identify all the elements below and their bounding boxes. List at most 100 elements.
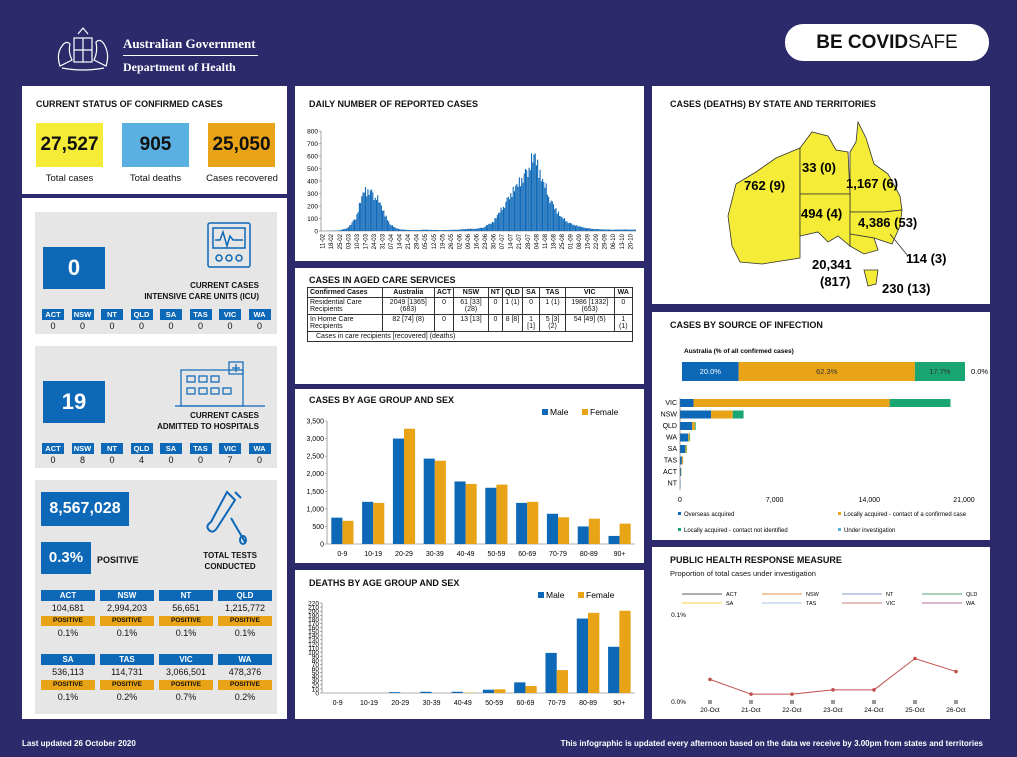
gov-line2: Department of Health [123, 60, 236, 74]
daily-y-tick: 0 [314, 229, 318, 236]
daily-bar [594, 228, 596, 231]
daily-x-tick: 14-04 [398, 233, 404, 249]
daily-bar [341, 229, 343, 231]
daily-bar [617, 229, 619, 231]
daily-bar [528, 167, 530, 231]
source-x-tick: 0 [678, 497, 682, 504]
daily-bar [373, 200, 375, 231]
daily-bar [628, 229, 630, 231]
source-bar [694, 422, 696, 430]
aged-cell: 5 [3] (2) [539, 314, 566, 332]
daily-bar [474, 229, 476, 231]
aged-cell: 0 [433, 297, 455, 315]
daily-bar [355, 219, 357, 231]
daily-bar [380, 205, 382, 231]
aged-header-cell: SA [521, 287, 541, 298]
phrm-point [872, 688, 876, 692]
daily-bar [570, 222, 572, 231]
aged-header-cell: QLD [502, 287, 523, 298]
tests-count-vic: 3,066,501 [165, 667, 207, 677]
phrm-x-tick: 22-Oct [782, 707, 802, 714]
daily-bar [386, 220, 389, 231]
daily-bar [446, 229, 448, 231]
daily-bar [465, 228, 467, 231]
daily-bar [603, 229, 605, 231]
bar-male [388, 692, 401, 693]
phrm-legend-label: TAS [806, 601, 817, 607]
map-wa [727, 147, 801, 265]
test-tube-icon [206, 490, 247, 545]
x-tick: 0-9 [333, 700, 343, 707]
bar-male [454, 481, 466, 544]
source-bar [711, 410, 733, 419]
daily-bar [435, 230, 437, 231]
daily-bar [478, 228, 480, 231]
aus-pct-label: 0.0% [971, 367, 988, 376]
y-tick: 1,000 [306, 506, 324, 513]
daily-y-tick: 600 [307, 154, 318, 161]
aged-header-cell: ACT [433, 287, 455, 298]
daily-x-tick: 29-09 [603, 233, 609, 249]
x-tick: 80-89 [579, 700, 597, 707]
daily-bar [526, 170, 528, 231]
source-legend-swatch [838, 528, 841, 531]
hospital-card: 19 CURRENT CASES ADMITTED TO HOSPITALS AC… [35, 346, 277, 468]
x-tick: 70-79 [549, 551, 567, 558]
australia-map: 762 (9) 33 (0) 1,167 (6) 494 (4) 4,386 (… [727, 120, 946, 296]
icu-state-vic: VIC [219, 309, 241, 320]
daily-bar [572, 225, 574, 231]
bar-male [516, 502, 528, 544]
source-bar [680, 433, 689, 442]
tests-state-sa: SA [41, 654, 95, 665]
daily-bar [518, 177, 520, 231]
daily-bar [577, 226, 579, 231]
daily-bar [517, 186, 519, 231]
daily-bar [612, 229, 614, 231]
source-y-tick: WA [666, 435, 677, 442]
phrm-panel: PUBLIC HEALTH RESPONSE MEASURE Proportio… [652, 547, 990, 719]
phrm-zero-point [872, 700, 876, 704]
daily-bar [520, 186, 522, 231]
daily-x-tick: 28-07 [526, 233, 532, 249]
daily-bar [532, 162, 534, 231]
phrm-chart: 0.1% 0.0% 20-Oct 21-Oct 22-Oct 23-Oct 24-Oct 25… [671, 592, 977, 714]
daily-bar [487, 225, 489, 231]
hospital-state-qld: QLD [130, 443, 153, 454]
aged-cell: 0 [521, 297, 541, 315]
daily-x-tick: 18-08 [551, 233, 557, 249]
tests-state-vic: VIC [159, 654, 213, 665]
daily-bar [499, 212, 501, 231]
aged-header-cell: Australia [381, 287, 435, 298]
daily-bar [596, 229, 599, 231]
daily-bar [476, 228, 478, 231]
bar-female [373, 502, 385, 544]
source-x-tick: 7,000 [766, 497, 784, 504]
aged-cell: 1 (1) [613, 314, 634, 332]
daily-x-tick: 10-03 [355, 233, 361, 249]
y-tick: 90 [312, 654, 320, 661]
daily-x-tick: 17-03 [363, 233, 369, 249]
y-tick: 20 [312, 682, 320, 689]
aged-cell: 13 [13] [453, 314, 489, 332]
y-tick: 10 [312, 686, 320, 693]
daily-bar [504, 207, 506, 231]
y-tick: 3,500 [306, 419, 324, 426]
daily-bar [396, 228, 398, 231]
y-tick: 160 [308, 625, 319, 632]
daily-bar [578, 226, 580, 231]
age-cases-panel: CASES BY AGE GROUP AND SEX 0 500 1,000 1,50… [295, 389, 644, 563]
daily-bar [567, 223, 569, 231]
daily-bar [521, 177, 523, 231]
daily-bar [379, 202, 381, 231]
x-tick: 50-59 [485, 700, 503, 707]
bar-male [423, 458, 435, 544]
aged-header-cell: NT [487, 287, 504, 298]
tests-state-nsw: NSW [100, 590, 154, 601]
tests-caption2: CONDUCTED [204, 562, 256, 571]
age-deaths-title: DEATHS BY AGE GROUP AND SEX [309, 578, 460, 588]
map-label-tas: 230 (13) [882, 281, 930, 296]
daily-bar [631, 229, 633, 231]
daily-bar [466, 229, 468, 231]
daily-bar [372, 192, 374, 231]
daily-bar [566, 221, 568, 231]
